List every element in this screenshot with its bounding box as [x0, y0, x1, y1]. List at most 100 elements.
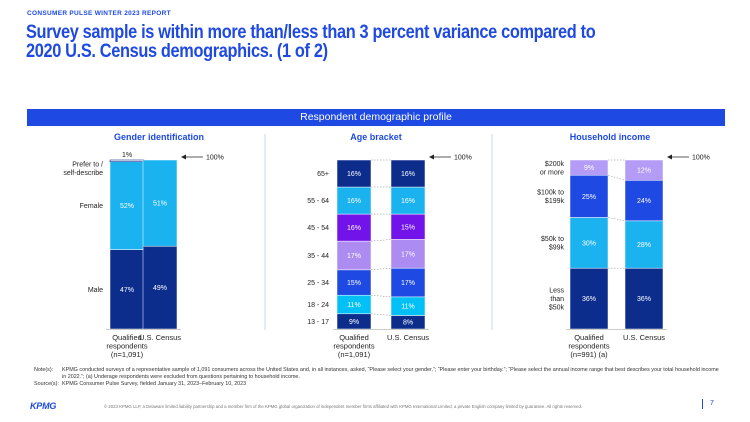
- age-bracket-data-label-25-34-0: 15%: [347, 280, 361, 287]
- household-income-series-label-less-than-50k-0: Less: [549, 288, 564, 295]
- gender-identification-bar-female-1: [142, 159, 178, 247]
- age-bracket-data-label-13-17-1: 8%: [403, 320, 413, 327]
- gender-identification-data-label-female-0: 52%: [120, 203, 134, 210]
- age-bracket-data-label-18-24-0: 11%: [347, 302, 361, 309]
- household-income-bar-200k-or-more-1: [624, 159, 664, 181]
- age-bracket-bar-55-64-0: [336, 186, 372, 215]
- age-bracket-data-label-25-34-1: 17%: [401, 280, 415, 287]
- gender-identification-category-label-0-0: Qualified: [112, 333, 142, 342]
- age-bracket-bar-45-54-0: [336, 213, 372, 242]
- household-income-connector-100k-to-199k: [607, 174, 626, 181]
- age-bracket-connector-18-24: [370, 294, 392, 298]
- age-bracket-category-label-0-1: respondents: [333, 342, 375, 351]
- gender-identification-bar-female-0: [109, 161, 145, 250]
- gender-identification-series-label-female-0: Female: [80, 203, 103, 210]
- age-bracket-connector-35-44: [370, 239, 392, 242]
- household-income-data-label-50k-to-99k-1: 28%: [637, 242, 651, 249]
- age-bracket-data-label-45-54-1: 15%: [401, 224, 415, 231]
- age-bracket-bar-35-44-1: [390, 239, 426, 269]
- gender-identification-data-label-female-1: 51%: [153, 201, 167, 208]
- gender-identification-series-label-prefer-to-self-describe-0: Prefer to /: [72, 161, 103, 168]
- household-income-series-label-less-than-50k-2: $50k: [549, 305, 565, 312]
- gender-identification-data-label-male-1: 49%: [153, 285, 167, 292]
- gender-identification-series-label-prefer-to-self-describe-1: self-describe: [63, 170, 103, 177]
- notes-label: Note(s):: [34, 367, 54, 373]
- household-income-series-label-100k-to-199k-1: $199k: [545, 198, 565, 205]
- source-label: Source(s):: [34, 381, 59, 387]
- household-income-total-label: 100%: [692, 155, 710, 162]
- gender-identification-data-label-male-0: 47%: [120, 287, 134, 294]
- age-bracket-data-label-45-54-0: 16%: [347, 225, 361, 232]
- household-income-data-label-100k-to-199k-0: 25%: [582, 194, 596, 201]
- household-income-category-label-0-2: (n=991) (a): [570, 350, 608, 359]
- page-number: 7: [710, 400, 714, 407]
- age-bracket-data-label-35-44-0: 17%: [347, 253, 361, 260]
- household-income-bar-50k-to-99k-0: [569, 217, 609, 269]
- page-divider: [702, 399, 703, 409]
- household-income-series-label-less-than-50k-1: than: [550, 296, 564, 303]
- household-income-total-arrow-head: [667, 154, 672, 160]
- gender-identification-category-label-0-1: respondents: [106, 342, 148, 351]
- gender-identification-connector-female: [142, 159, 145, 162]
- gender-identification-title: Gender identification: [114, 132, 204, 142]
- gender-identification-connector-male: [142, 246, 145, 250]
- age-bracket-connector-13-17: [370, 313, 392, 316]
- age-bracket-bar-45-54-1: [390, 213, 426, 240]
- age-bracket-bar-65-1: [390, 159, 426, 188]
- age-bracket-data-label-35-44-1: 17%: [401, 251, 415, 258]
- gender-identification-total-arrow-head: [181, 154, 186, 160]
- household-income-bar-less-than-50k-1: [624, 267, 664, 330]
- household-income-series-label-50k-to-99k-0: $50k to: [541, 236, 564, 243]
- gender-identification-bar-prefer-to-self-describe-0: [109, 159, 145, 162]
- age-bracket-bar-55-64-1: [390, 186, 426, 215]
- age-bracket-data-label-65-0: 16%: [347, 171, 361, 178]
- notes-block: Note(s): KPMG conducted surveys of a rep…: [34, 367, 724, 388]
- household-income-category-label-0-0: Qualified: [574, 333, 604, 342]
- report-label: CONSUMER PULSE WINTER 2023 REPORT: [27, 10, 171, 17]
- age-bracket-series-label-13-17-0: 13 - 17: [307, 319, 329, 326]
- household-income-bar-100k-to-199k-0: [569, 174, 609, 218]
- age-bracket-data-label-55-64-0: 16%: [347, 198, 361, 205]
- age-bracket-connector-25-34: [370, 267, 392, 271]
- age-bracket-series-label-55-64-0: 55 - 64: [307, 198, 329, 205]
- age-bracket-bar-25-34-1: [390, 267, 426, 298]
- age-bracket-bar-65-0: [336, 159, 372, 188]
- age-bracket-total-label: 100%: [454, 155, 472, 162]
- age-bracket-category-label-1-0: U.S. Census: [387, 333, 429, 342]
- kpmg-logo: KPMG: [30, 401, 57, 411]
- age-bracket-series-label-35-44-0: 35 - 44: [307, 253, 329, 260]
- household-income-data-label-less-than-50k-1: 36%: [637, 296, 651, 303]
- age-bracket-data-label-65-1: 16%: [401, 171, 415, 178]
- gender-identification-total-label: 100%: [206, 155, 224, 162]
- notes-text: KPMG conducted surveys of a representati…: [62, 367, 719, 380]
- age-bracket-bar-35-44-0: [336, 240, 372, 271]
- household-income-bar-50k-to-99k-1: [624, 220, 664, 269]
- household-income-data-label-50k-to-99k-0: 30%: [582, 240, 596, 247]
- age-bracket-data-label-18-24-1: 11%: [401, 304, 415, 311]
- gender-identification-top-annotation: 1%: [122, 152, 132, 159]
- gender-identification-category-label-0-2: (n=1,091): [111, 350, 144, 359]
- household-income-title: Household income: [570, 132, 651, 142]
- household-income-category-label-0-1: respondents: [568, 342, 610, 351]
- household-income-connector-50k-to-99k: [607, 217, 626, 222]
- household-income-category-label-1-0: U.S. Census: [623, 333, 665, 342]
- source-text: KPMG Consumer Pulse Survey, fielded Janu…: [62, 381, 247, 387]
- gender-identification-bar-male-1: [142, 245, 178, 330]
- household-income-data-label-200k-or-more-1: 12%: [637, 168, 651, 175]
- household-income-bar-200k-or-more-0: [569, 159, 609, 176]
- age-bracket-series-label-65-0: 65+: [317, 171, 329, 178]
- age-bracket-series-label-18-24-0: 18 - 24: [307, 302, 329, 309]
- age-bracket-category-label-0-0: Qualified: [339, 333, 369, 342]
- household-income-data-label-200k-or-more-0: 9%: [584, 165, 594, 172]
- household-income-series-label-50k-to-99k-1: $99k: [549, 245, 565, 252]
- age-bracket-title: Age bracket: [350, 132, 402, 142]
- age-bracket-data-label-13-17-0: 9%: [349, 319, 359, 326]
- age-bracket-data-label-55-64-1: 16%: [401, 198, 415, 205]
- copyright-text: © 2023 KPMG LLP, a Delaware limited liab…: [104, 404, 583, 409]
- page-title: Survey sample is within more than/less t…: [26, 22, 596, 62]
- household-income-series-label-200k-or-more-0: $200k: [545, 161, 565, 168]
- age-bracket-series-label-25-34-0: 25 - 34: [307, 280, 329, 287]
- age-bracket-total-arrow-head: [429, 154, 434, 160]
- household-income-data-label-less-than-50k-0: 36%: [582, 296, 596, 303]
